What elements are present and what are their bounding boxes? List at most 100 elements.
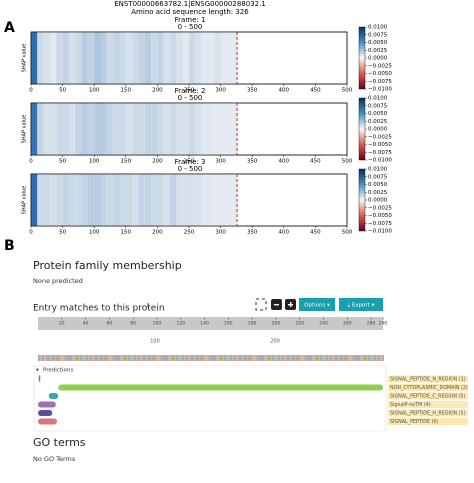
residue: [62, 355, 64, 361]
residue: [106, 355, 108, 361]
colorbar-tick-label: 0.0025: [368, 119, 388, 125]
heat-cell: [189, 32, 196, 84]
residue: [228, 355, 230, 361]
x-tick-label: 50: [59, 230, 66, 236]
heat-cell: [49, 32, 57, 84]
residue: [238, 355, 240, 361]
residue: [232, 355, 234, 361]
feature-bar: [38, 418, 58, 425]
residue: [46, 355, 48, 361]
heat-cell: [125, 103, 133, 155]
heat-cell: [207, 103, 215, 155]
heat-cell: [68, 32, 76, 84]
heat-cell: [87, 174, 95, 226]
predictions-toggle[interactable]: ▾: [36, 368, 39, 374]
export-button[interactable]: [339, 298, 383, 311]
residue: [148, 355, 150, 361]
residue: [336, 355, 338, 361]
residue: [80, 355, 82, 361]
colorbar-tick-label: −0.0075: [368, 150, 392, 156]
residue: [310, 355, 312, 361]
heat-cell: [233, 103, 238, 155]
heat-cell: [138, 32, 145, 84]
residue: [56, 355, 58, 361]
heat-cell: [31, 32, 38, 84]
info-icon[interactable]: ℹ: [147, 303, 150, 310]
heat-cell: [113, 103, 120, 155]
y-axis-label: SHAP value: [22, 186, 28, 215]
colorbar-tick-label: −0.0100: [368, 229, 392, 235]
heat-cell: [75, 32, 82, 84]
x-tick-label: 150: [121, 230, 132, 236]
residue: [138, 355, 140, 361]
toolbar: Options ▾ ⤓ Export ▾: [255, 298, 383, 311]
colorbar-tick-label: −0.0075: [368, 79, 392, 85]
feature-label: SIGNAL_PEPTIDE_C_REGION (5): [390, 394, 465, 400]
residue: [128, 355, 130, 361]
residue: [82, 355, 84, 361]
residue: [256, 355, 258, 361]
heat-cell: [214, 32, 221, 84]
chart-title: Frame: 2: [175, 87, 206, 95]
heat-cell: [81, 32, 88, 84]
ruler: [38, 317, 383, 330]
heat-cell: [94, 174, 101, 226]
ruler-label: 290: [379, 321, 388, 327]
residue: [52, 355, 54, 361]
residue: [122, 355, 124, 361]
heat-cell: [37, 103, 44, 155]
residue: [208, 355, 210, 361]
residue: [64, 355, 66, 361]
x-tick-label: 400: [279, 230, 290, 236]
residue: [152, 355, 154, 361]
residue: [176, 355, 178, 361]
predictions-label: Predictions: [43, 368, 73, 374]
residue: [210, 355, 212, 361]
heat-cell: [226, 32, 234, 84]
feature-label: SIGNAL_PEPTIDE_H_REGION (5): [390, 411, 466, 417]
ruler-label: 280: [367, 321, 376, 327]
chart-subtitle: 0 - 500: [178, 23, 203, 31]
residue: [284, 355, 286, 361]
x-tick-label: 250: [184, 230, 195, 236]
ruler-label: 100: [153, 321, 162, 327]
residue: [360, 355, 362, 361]
colorbar-tick-label: −0.0100: [368, 87, 392, 93]
x-tick-label: 200: [152, 159, 163, 165]
heat-cell: [195, 32, 202, 84]
heat-cell: [207, 174, 215, 226]
heat-cell: [176, 103, 183, 155]
heat-cell: [189, 174, 196, 226]
button-label: ⤓ Export ▾: [348, 303, 375, 309]
residue: [296, 355, 298, 361]
residue: [368, 355, 370, 361]
heat-cell: [163, 174, 171, 226]
x-tick-label: 250: [184, 88, 195, 94]
colorbar-tick-label: 0.0075: [368, 32, 388, 38]
residue: [216, 355, 218, 361]
x-tick-label: 300: [215, 88, 226, 94]
heat-cell: [75, 103, 82, 155]
residue: [38, 355, 40, 361]
residue: [282, 355, 284, 361]
section-heading: Entry matches to this protein: [33, 304, 165, 314]
residue: [104, 355, 106, 361]
heat-cell: [68, 103, 76, 155]
heat-cell: [56, 174, 63, 226]
residue: [212, 355, 214, 361]
residue: [114, 355, 116, 361]
options-button[interactable]: [299, 298, 335, 311]
heat-cell: [100, 103, 107, 155]
colorbar-tick-label: −0.0100: [368, 158, 392, 164]
predictions-box: [33, 365, 387, 432]
heat-cell: [182, 103, 189, 155]
heat-cell: [151, 32, 158, 84]
fullscreen-button[interactable]: [255, 298, 267, 311]
residue: [224, 355, 226, 361]
heat-cell: [81, 103, 88, 155]
colorbar-tick-label: 0.0000: [368, 198, 388, 204]
residue: [206, 355, 208, 361]
colorbar-tick-label: 0.0075: [368, 174, 388, 180]
heat-cell: [119, 32, 126, 84]
residue: [42, 355, 44, 361]
